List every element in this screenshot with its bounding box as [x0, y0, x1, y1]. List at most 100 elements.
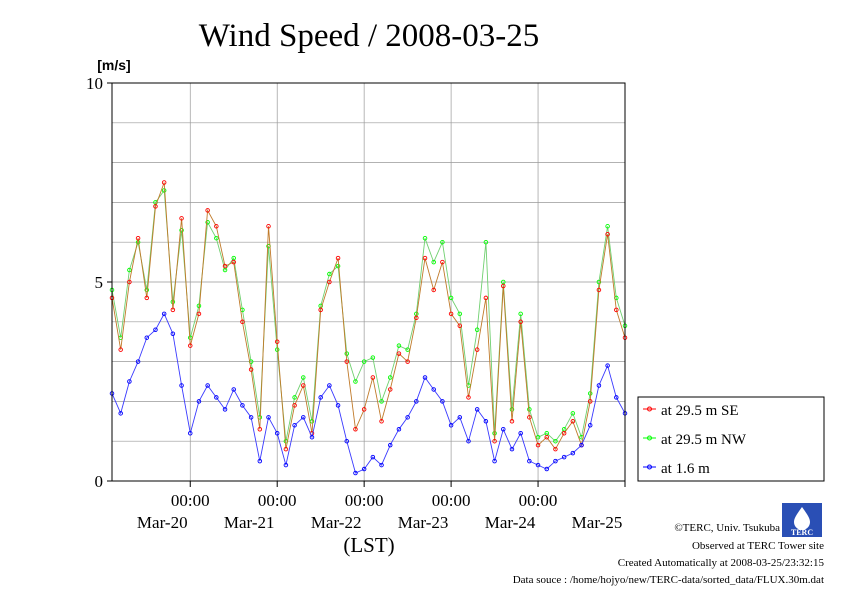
observed-text: Observed at TERC Tower site [692, 540, 824, 552]
data-point [535, 434, 541, 440]
data-point [214, 395, 219, 400]
data-point [379, 419, 384, 424]
data-point [161, 188, 167, 193]
y-tick-label: 5 [95, 273, 104, 292]
data-point [231, 259, 236, 265]
data-point [492, 458, 497, 464]
legend: at 29.5 m SE at 29.5 m NW at 1.6 m [637, 396, 825, 482]
data-point [170, 307, 176, 313]
data-point [292, 403, 297, 408]
data-point [370, 375, 376, 380]
data-point [205, 208, 210, 213]
data-point [188, 343, 193, 348]
data-point [370, 454, 376, 460]
data-point [127, 279, 132, 285]
data-source-text: Data souce : /home/hojyo/new/TERC-data/s… [513, 574, 824, 586]
series-0 [109, 180, 628, 452]
terc-logo: TERC [782, 503, 822, 537]
data-point [196, 311, 202, 317]
x-tick-date-label: Mar-21 [224, 513, 275, 532]
series-1 [109, 188, 628, 444]
data-point [509, 446, 515, 452]
data-point [457, 323, 463, 329]
series-layer [109, 180, 628, 476]
data-point [240, 319, 245, 325]
data-point [222, 407, 228, 412]
data-point [161, 311, 167, 317]
data-point [144, 335, 150, 340]
data-point [292, 423, 297, 428]
data-point [440, 239, 445, 245]
data-point [605, 231, 610, 237]
data-point [605, 224, 610, 229]
data-point [361, 466, 367, 472]
data-point [344, 351, 350, 356]
data-point [405, 347, 410, 352]
x-tick-date-label: Mar-20 [137, 513, 188, 532]
legend-swatch-marker [647, 406, 652, 412]
data-point [179, 383, 184, 388]
x-tick-time-label: 00:00 [432, 491, 471, 510]
legend-swatch-marker [647, 464, 652, 470]
data-point [570, 419, 576, 424]
data-point [474, 327, 480, 333]
data-point [614, 307, 619, 313]
data-point [144, 287, 150, 293]
data-point [153, 327, 158, 333]
data-point [318, 307, 323, 313]
data-point [440, 259, 445, 265]
data-point [118, 347, 123, 352]
data-point [222, 263, 228, 269]
data-point [509, 407, 515, 412]
data-point [327, 279, 332, 285]
data-point [596, 287, 602, 293]
data-point [448, 311, 454, 317]
data-point [535, 462, 541, 468]
data-point [257, 427, 263, 432]
x-tick-date-label: Mar-24 [485, 513, 536, 532]
data-point [527, 458, 532, 464]
data-point [518, 430, 523, 436]
y-axis-label: [m/s] [97, 57, 130, 73]
x-tick-date-label: Mar-22 [311, 513, 362, 532]
x-axis: 00:00 Mar-20 00:00 Mar-21 00:00 Mar-22 00:00 Ma… [137, 481, 626, 532]
data-point [570, 411, 576, 416]
data-point [422, 375, 428, 380]
data-point [335, 263, 341, 269]
data-point [301, 415, 306, 420]
data-point [318, 395, 323, 400]
data-point [144, 295, 150, 301]
data-point [527, 415, 532, 420]
data-point [301, 383, 306, 388]
x-axis-label: (LST) [343, 533, 394, 557]
data-point [353, 427, 358, 432]
data-point [196, 303, 202, 309]
series-line [111, 189, 626, 442]
data-point [553, 438, 558, 444]
data-point [379, 462, 384, 468]
data-point [214, 224, 219, 229]
data-point [501, 283, 506, 289]
logo-text: TERC [791, 528, 813, 537]
data-point [414, 315, 419, 321]
data-point [214, 235, 219, 241]
data-point [353, 470, 358, 476]
x-tick-date-label: Mar-23 [398, 513, 449, 532]
y-axis: 0 5 10 [86, 74, 112, 491]
data-point [161, 180, 167, 185]
series-2 [109, 311, 628, 476]
data-point [361, 359, 367, 364]
data-point [127, 267, 132, 273]
data-point [248, 415, 254, 420]
data-point [387, 442, 393, 448]
data-point [422, 255, 428, 261]
data-point [387, 387, 393, 392]
data-point [466, 395, 471, 400]
grid-lines [112, 83, 625, 481]
data-point [344, 438, 350, 444]
data-point [153, 204, 158, 209]
x-tick-time-label: 00:00 [519, 491, 558, 510]
data-point [283, 446, 289, 452]
copyright-text: ©TERC, Univ. Tsukuba [674, 522, 780, 534]
data-point [518, 319, 523, 325]
